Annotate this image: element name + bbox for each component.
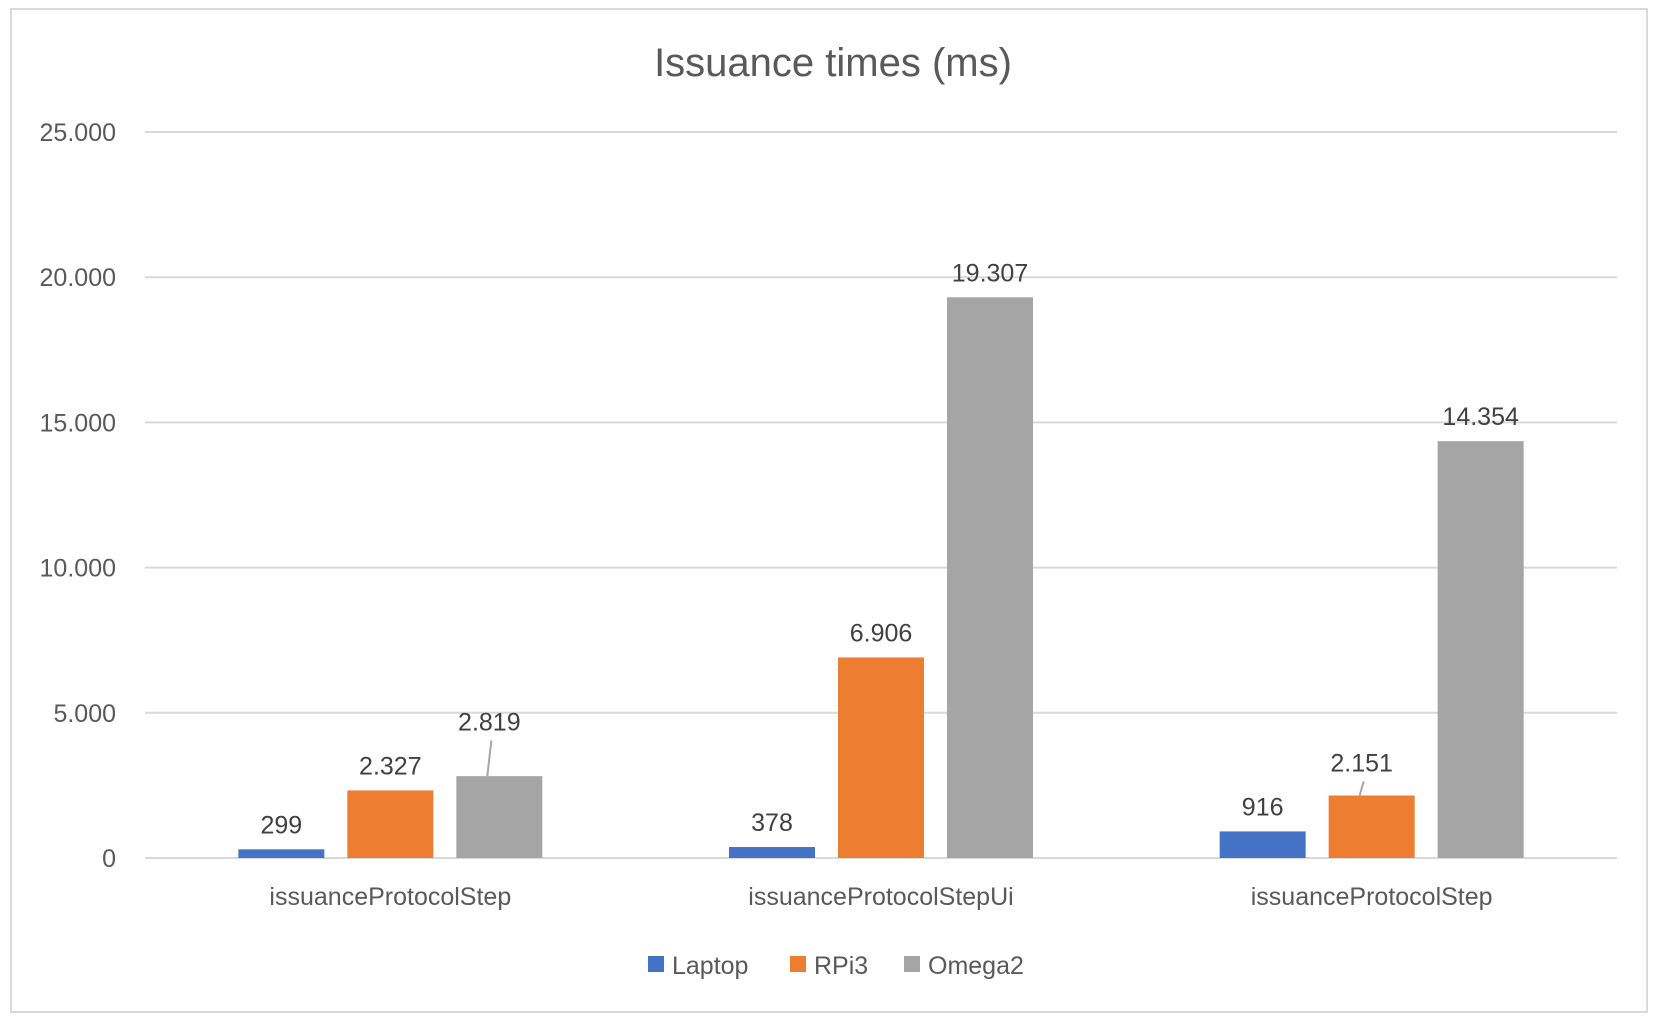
category-label: issuanceProtocolStep: [1251, 883, 1493, 911]
bar-rpi3: [1328, 795, 1415, 858]
data-label: 6.906: [850, 619, 913, 647]
data-label: 2.151: [1330, 749, 1393, 777]
legend: Laptop RPi3 Omega2: [648, 952, 1024, 980]
bar-omega2: [1437, 441, 1524, 858]
category-labels: issuanceProtocolStep issuanceProtocolStep…: [269, 883, 1492, 911]
chart-title: Issuance times (ms): [654, 41, 1012, 85]
legend-swatch: [648, 956, 664, 972]
y-tick-label: 25.000: [40, 119, 116, 147]
legend-item-laptop: Laptop: [648, 952, 748, 980]
bar-rpi3: [347, 790, 434, 858]
data-label: 299: [260, 811, 302, 839]
bar-omega2: [456, 776, 543, 858]
y-tick-label: 0: [102, 845, 116, 873]
bar-laptop: [1219, 831, 1306, 858]
y-tick-label: 10.000: [40, 555, 116, 583]
data-label: 378: [751, 809, 793, 837]
data-label: 916: [1242, 793, 1284, 821]
legend-swatch: [790, 956, 806, 972]
category-label: issuanceProtocolStep: [269, 883, 511, 911]
data-label: 14.354: [1442, 403, 1519, 431]
legend-item-omega2: Omega2: [904, 952, 1024, 980]
legend-label: RPi3: [814, 952, 868, 980]
bars: [238, 297, 1524, 858]
data-label-leader: [486, 740, 493, 777]
bar-rpi3: [838, 657, 924, 858]
y-tick-label: 20.000: [40, 264, 116, 292]
legend-item-rpi3: RPi3: [790, 952, 868, 980]
y-tick-label: 5.000: [53, 700, 116, 728]
data-labels: 299 2.327 2.819 378 6.906 19.307 916 2.151 14.35…: [260, 259, 1519, 839]
data-label: 19.307: [952, 259, 1028, 287]
y-axis-ticks: 0 5.000 10.000 15.000 20.000 25.000: [40, 119, 116, 873]
data-label: 2.327: [359, 752, 422, 780]
bar-laptop: [238, 849, 325, 858]
legend-label: Laptop: [672, 952, 748, 980]
category-label: issuanceProtocolStepUi: [748, 883, 1013, 911]
data-label: 2.819: [458, 708, 521, 736]
legend-swatch: [904, 956, 920, 972]
y-tick-label: 15.000: [40, 409, 116, 437]
bar-laptop: [729, 847, 815, 858]
bar-omega2: [947, 297, 1033, 858]
legend-label: Omega2: [928, 952, 1024, 980]
data-label-leader: [1358, 781, 1365, 796]
